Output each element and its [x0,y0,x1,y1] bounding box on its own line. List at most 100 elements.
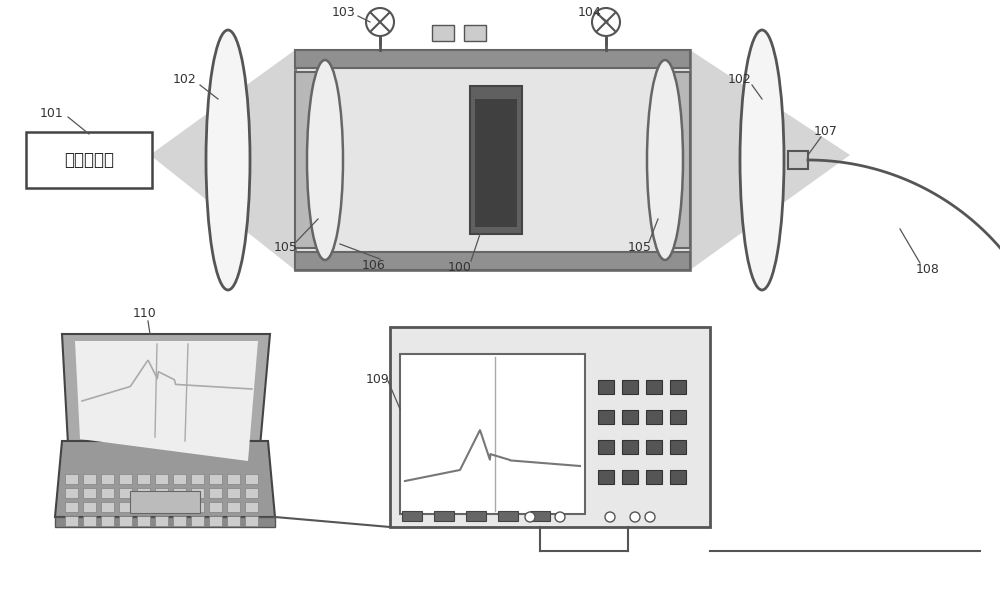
Bar [622,410,638,424]
Bar [83,502,96,512]
Bar [65,502,78,512]
Text: 100: 100 [448,260,472,273]
Bar [475,99,517,227]
Bar [245,516,258,526]
Bar [101,474,114,484]
Circle shape [525,512,535,522]
Circle shape [630,512,640,522]
Bar [622,440,638,454]
Text: 108: 108 [916,263,940,276]
Text: 110: 110 [133,306,157,319]
Bar [622,380,638,394]
Bar [83,474,96,484]
Bar [646,410,662,424]
Bar [390,327,710,527]
Text: 卤销灯光源: 卤销灯光源 [64,151,114,169]
Bar [137,516,150,526]
Bar [598,440,614,454]
Bar [464,25,486,41]
Text: 107: 107 [814,124,838,137]
Bar [155,516,168,526]
Bar [670,380,686,394]
Bar [191,516,204,526]
Bar [295,50,690,270]
Circle shape [592,8,620,36]
Bar [646,470,662,484]
Polygon shape [62,334,270,469]
Bar [65,516,78,526]
Bar [119,488,132,498]
Text: 109: 109 [366,372,390,385]
Circle shape [366,8,394,36]
Bar [119,474,132,484]
Circle shape [605,512,615,522]
Polygon shape [295,50,490,270]
Bar [245,488,258,498]
Bar [295,252,690,270]
Bar [55,517,275,527]
Bar [470,86,522,234]
Bar [173,502,186,512]
FancyBboxPatch shape [26,132,152,188]
Polygon shape [150,50,850,270]
Bar [670,410,686,424]
Bar [191,502,204,512]
Bar [402,511,422,521]
Text: 106: 106 [362,259,386,272]
Polygon shape [490,50,690,270]
Bar [119,516,132,526]
Polygon shape [55,441,275,517]
Bar [227,516,240,526]
Bar [137,474,150,484]
Text: 105: 105 [274,240,298,253]
Bar [209,502,222,512]
Bar [191,488,204,498]
Text: 102: 102 [728,72,752,85]
Bar [670,440,686,454]
Bar [173,516,186,526]
Bar [598,410,614,424]
Bar [646,380,662,394]
Bar [622,470,638,484]
Bar [191,474,204,484]
Bar [137,502,150,512]
Bar [245,502,258,512]
Ellipse shape [307,60,343,260]
Bar [788,151,808,169]
Circle shape [555,512,565,522]
Bar [245,474,258,484]
Bar [83,488,96,498]
Bar [432,25,454,41]
Bar [101,516,114,526]
Bar [173,488,186,498]
Bar [101,502,114,512]
Bar [65,488,78,498]
Bar [227,488,240,498]
Text: 105: 105 [628,240,652,253]
Bar [498,511,518,521]
Bar [209,516,222,526]
Bar [646,440,662,454]
Ellipse shape [740,30,784,290]
Bar [227,502,240,512]
Bar [660,72,690,248]
Text: 103: 103 [332,5,356,18]
Bar [209,488,222,498]
Bar [598,470,614,484]
Polygon shape [75,341,258,461]
Circle shape [645,512,655,522]
Text: 102: 102 [173,72,197,85]
Bar [137,488,150,498]
Bar [130,491,200,513]
Bar [400,354,585,514]
Bar [295,72,325,248]
Bar [434,511,454,521]
Bar [530,511,550,521]
Bar [227,474,240,484]
Bar [83,516,96,526]
Text: 104: 104 [578,5,602,18]
Bar [209,474,222,484]
Ellipse shape [647,60,683,260]
Bar [119,502,132,512]
Bar [173,474,186,484]
